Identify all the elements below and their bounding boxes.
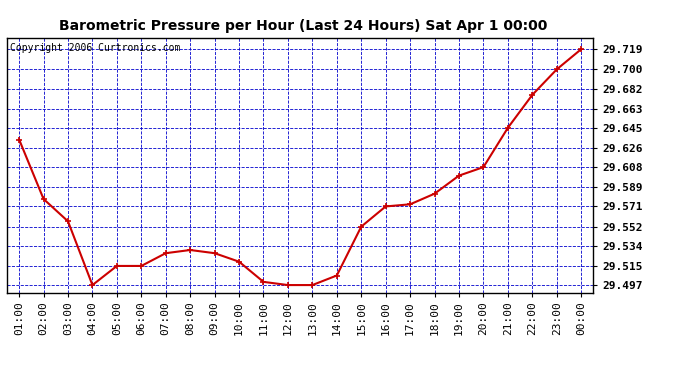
Text: Barometric Pressure per Hour (Last 24 Hours) Sat Apr 1 00:00: Barometric Pressure per Hour (Last 24 Ho… xyxy=(59,19,548,33)
Text: Copyright 2006 Curtronics.com: Copyright 2006 Curtronics.com xyxy=(10,43,180,52)
